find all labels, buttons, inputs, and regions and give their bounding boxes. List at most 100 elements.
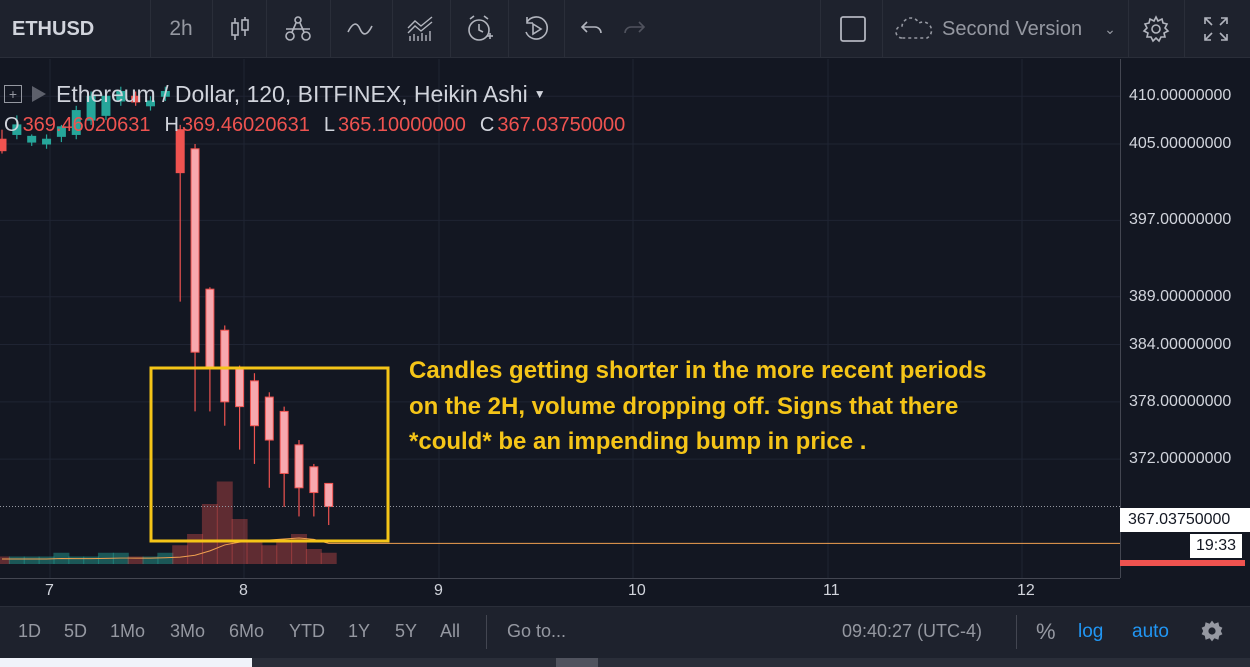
toolbar-divider <box>486 615 487 649</box>
candle-body <box>42 138 52 145</box>
replay-icon[interactable] <box>516 0 556 58</box>
volume-ma-line <box>2 537 1120 560</box>
volume-bar <box>157 552 174 564</box>
candle-body <box>12 124 22 135</box>
redo-icon[interactable] <box>616 0 652 58</box>
expand-legend-icon[interactable]: + <box>4 85 22 103</box>
volume-bar <box>305 549 322 564</box>
ohlc-values: O 369.46020631 H 369.46020631 L 365.1000… <box>4 114 639 140</box>
candle-body <box>175 129 185 174</box>
candle-body <box>279 410 289 474</box>
volume-bar <box>8 556 25 564</box>
compare-icon[interactable] <box>278 0 318 58</box>
low-value: 365.10000000 <box>337 114 466 136</box>
last-price-label: 367.03750000 <box>1120 508 1250 532</box>
timezone-clock[interactable]: 09:40:27 (UTC-4) <box>842 621 983 641</box>
time-axis[interactable]: 7 8 9 10 11 12 <box>0 578 1120 606</box>
price-axis[interactable]: 410.00000000 405.00000000 397.00000000 389.… <box>1120 59 1250 578</box>
candle-style-icon[interactable] <box>220 0 260 58</box>
candle-body <box>309 466 319 494</box>
low-label: L <box>323 114 335 136</box>
close-label: C <box>479 114 495 136</box>
toolbar-divider <box>266 0 267 58</box>
volume-bar <box>201 504 218 564</box>
candle-body <box>71 110 81 135</box>
range-button-6mo[interactable]: 6Mo <box>229 621 265 641</box>
price-tick-label: 378.00000000 <box>1129 392 1232 410</box>
volume-bar <box>276 541 293 564</box>
toolbar-divider <box>1016 615 1017 649</box>
caret-down-icon[interactable]: ▼ <box>533 87 546 101</box>
interval-button[interactable]: 2h <box>169 17 193 40</box>
high-value: 369.46020631 <box>181 114 310 136</box>
range-button-1d[interactable]: 1D <box>18 621 42 641</box>
toolbar-divider <box>330 0 331 58</box>
volume-bar <box>216 481 233 564</box>
price-tick-label: 372.00000000 <box>1129 450 1232 468</box>
volume-bar <box>320 552 337 564</box>
toolbar-divider <box>392 0 393 58</box>
goto-date-button[interactable]: Go to... <box>507 621 567 641</box>
settings-icon[interactable] <box>1136 0 1176 58</box>
toolbar-divider <box>150 0 151 58</box>
chart-settings-icon[interactable] <box>1200 619 1224 648</box>
toolbar-divider <box>820 0 821 58</box>
open-value: 369.46020631 <box>22 114 151 136</box>
range-button-1mo[interactable]: 1Mo <box>110 621 146 641</box>
toolbar-divider <box>882 0 883 58</box>
auto-scale-toggle[interactable]: auto <box>1132 621 1169 642</box>
bar-countdown: 19:33 <box>1190 534 1242 558</box>
toolbar-divider <box>564 0 565 58</box>
financials-icon[interactable] <box>400 0 440 58</box>
time-tick-label: 9 <box>434 582 443 599</box>
indicators-icon[interactable] <box>340 0 380 58</box>
volume-bar <box>246 541 263 564</box>
range-button-5d[interactable]: 5D <box>64 621 88 641</box>
cloud-icon <box>895 17 933 39</box>
symbol-search-button[interactable]: ETHUSD <box>12 17 95 40</box>
alert-icon[interactable] <box>460 0 500 58</box>
candle-body <box>264 396 274 441</box>
time-tick-label: 8 <box>239 582 248 599</box>
open-label: O <box>4 114 20 136</box>
layout-square-icon[interactable] <box>834 0 872 58</box>
volume-bar <box>83 556 100 564</box>
range-button-1y[interactable]: 1Y <box>348 621 371 641</box>
candle-body <box>160 90 170 97</box>
candle-body <box>324 482 334 508</box>
chart-pane[interactable] <box>0 59 1120 578</box>
candle-body <box>249 380 259 427</box>
flag-icon[interactable] <box>32 86 46 102</box>
price-tick-label: 389.00000000 <box>1129 287 1232 305</box>
price-tick-label: 410.00000000 <box>1129 87 1232 105</box>
fullscreen-icon[interactable] <box>1196 0 1236 58</box>
layout-name-button[interactable]: Second Version ⌄ <box>888 0 1128 58</box>
candle-body <box>0 138 7 152</box>
volume-bar <box>38 556 55 564</box>
range-button-5y[interactable]: 5Y <box>395 621 418 641</box>
toolbar-divider <box>1184 0 1185 58</box>
close-value: 367.03750000 <box>497 114 626 136</box>
layout-name-label: Second Version <box>942 17 1083 40</box>
undo-icon[interactable] <box>574 0 610 58</box>
toolbar-divider <box>450 0 451 58</box>
window-bottom-strip <box>0 658 1250 667</box>
series-title: Ethereum / Dollar, 120, BITFINEX, Heikin… <box>56 80 528 107</box>
candle-body <box>27 135 37 143</box>
time-tick-label: 11 <box>823 582 840 599</box>
range-button-3mo[interactable]: 3Mo <box>170 621 206 641</box>
log-scale-toggle[interactable]: log <box>1078 621 1104 642</box>
candle-body <box>294 444 304 489</box>
annotation-text[interactable]: Candles getting shorter in the more rece… <box>409 357 987 455</box>
time-tick-label: 7 <box>45 582 54 599</box>
price-chart[interactable] <box>0 59 1120 578</box>
candle-body <box>56 126 66 137</box>
range-button-ytd[interactable]: YTD <box>289 621 325 641</box>
bottom-toolbar: 1D 5D 1Mo 3Mo 6Mo YTD 1Y 5Y All Go to... 09:40:2… <box>0 606 1250 658</box>
candle-body <box>116 90 126 102</box>
range-button-all[interactable]: All <box>440 621 461 641</box>
chevron-down-icon: ⌄ <box>1104 20 1116 37</box>
candle-body <box>86 95 96 121</box>
percent-scale-toggle[interactable]: % <box>1036 619 1056 644</box>
series-legend[interactable]: + Ethereum / Dollar, 120, BITFINEX, Heik… <box>4 79 546 109</box>
